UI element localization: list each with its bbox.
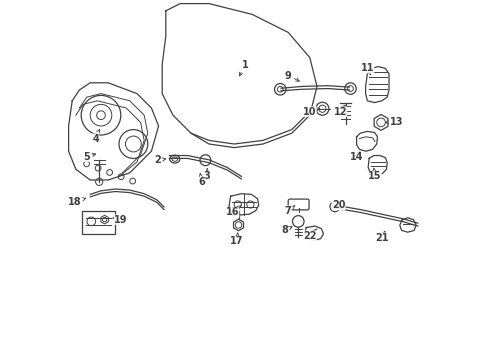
- Text: 1: 1: [240, 60, 248, 76]
- Text: 2: 2: [154, 155, 166, 165]
- Text: 4: 4: [92, 129, 100, 144]
- Text: 11: 11: [361, 63, 374, 75]
- Text: 14: 14: [350, 152, 364, 162]
- Text: 5: 5: [83, 152, 96, 162]
- Text: 6: 6: [198, 174, 205, 187]
- Text: 8: 8: [281, 225, 292, 235]
- Text: 20: 20: [332, 200, 345, 210]
- Text: 19: 19: [113, 215, 127, 225]
- Text: 16: 16: [226, 206, 241, 217]
- Text: 7: 7: [285, 206, 294, 216]
- Text: 3: 3: [204, 168, 211, 181]
- Text: 12: 12: [334, 105, 347, 117]
- Text: 21: 21: [375, 231, 389, 243]
- Text: 17: 17: [230, 233, 244, 246]
- Text: 10: 10: [303, 107, 320, 117]
- Text: 18: 18: [68, 197, 86, 207]
- Text: 13: 13: [386, 117, 403, 127]
- Text: 22: 22: [303, 229, 317, 241]
- Text: 9: 9: [285, 71, 299, 81]
- Text: 15: 15: [368, 168, 381, 181]
